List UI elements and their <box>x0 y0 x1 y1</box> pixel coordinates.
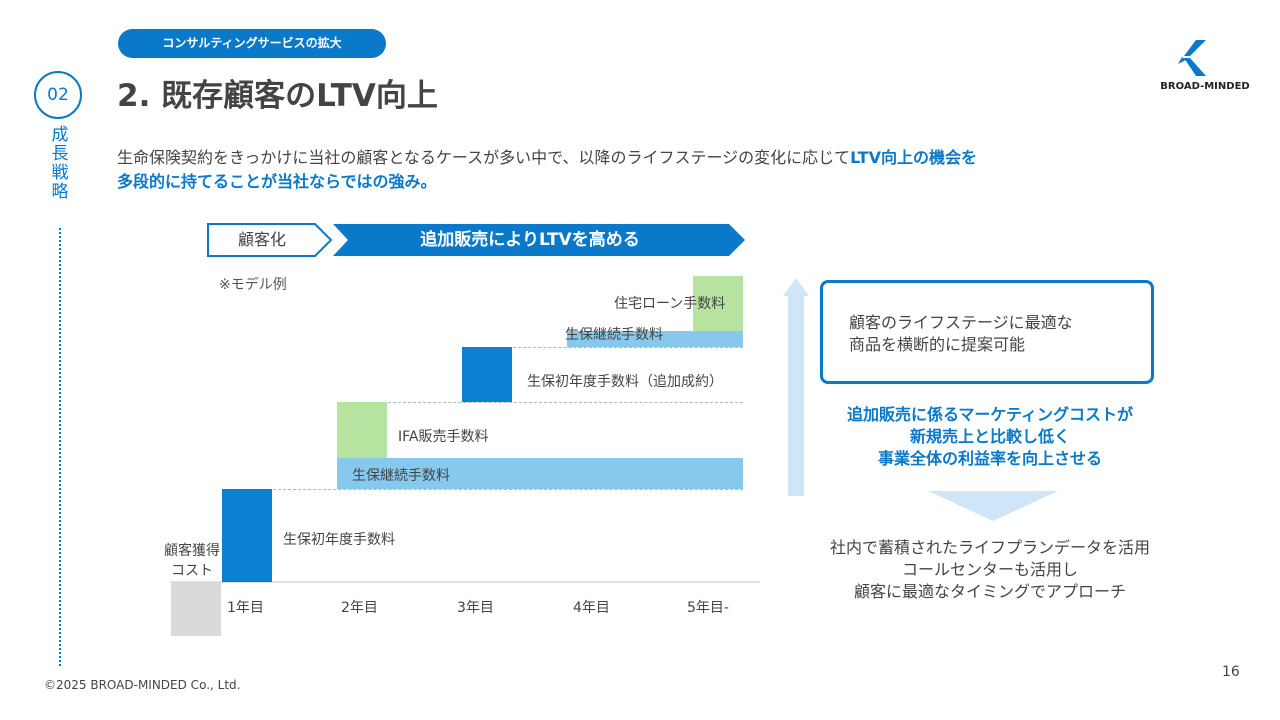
x-tick-year5: 5年目- <box>687 600 729 616</box>
down-triangle-icon <box>928 491 1058 521</box>
side-dotted-line <box>59 228 61 666</box>
approach-message: 社内で蓄積されたライフプランデータを活用 コールセンターも活用し 顧客に最適なタ… <box>790 537 1190 603</box>
section-number-badge: 02 <box>34 71 82 119</box>
y4-renewal-fee-bar <box>567 331 743 347</box>
lead-highlight-2: 多段的に持てることが当社ならではの強み。 <box>117 172 437 191</box>
copyright-text: ©2025 BROAD-MINDED Co., Ltd. <box>44 678 241 692</box>
x-tick-year1: 1年目 <box>227 600 264 616</box>
y2-ifa-fee-bar <box>337 402 387 458</box>
logo-text: BROAD-MINDED <box>1160 81 1250 92</box>
y1-guide-line <box>273 489 743 490</box>
y5-mortgage-fee-label: 住宅ローン手数料 <box>614 296 726 312</box>
x-tick-year4: 4年目 <box>573 600 610 616</box>
phase-customer-acquisition: 顧客化 <box>237 230 286 249</box>
y3-first-year-fee-label: 生保初年度手数料（追加成約） <box>527 374 723 390</box>
approach-message-line1: 社内で蓄積されたライフプランデータを活用 <box>829 538 1150 557</box>
proposal-box: 顧客のライフステージに最適な 商品を横断的に提案可能 <box>820 280 1154 384</box>
proposal-box-line2: 商品を横断的に提案可能 <box>849 335 1026 354</box>
page-title: 2. 既存顧客のLTV向上 <box>117 78 438 114</box>
lead-paragraph: 生命保険契約をきっかけに当社の顧客となるケースが多い中で、以降のライフステージの… <box>117 146 1147 194</box>
y3-first-year-fee-bar <box>462 347 512 402</box>
broad-minded-logo-icon <box>1178 40 1206 76</box>
y1-first-year-fee-label: 生保初年度手数料 <box>283 532 395 548</box>
side-section-label: 成長戦略 <box>51 125 69 202</box>
lead-text: 生命保険契約をきっかけに当社の顧客となるケースが多い中で、以降のライフステージの… <box>117 148 851 167</box>
phase-additional-sales: 追加販売によりLTVを高める <box>420 230 640 250</box>
y4-renewal-fee-label: 生保継続手数料 <box>565 327 663 343</box>
margin-message-line1: 追加販売に係るマーケティングコストが <box>846 405 1134 424</box>
proposal-box-line1: 顧客のライフステージに最適な <box>849 313 1073 332</box>
margin-message-line2: 新規売上と比較し低く <box>909 427 1070 446</box>
acquisition-cost-bar <box>171 582 221 636</box>
y1-first-year-fee-bar <box>222 489 272 582</box>
y2-renewal-fee-bar <box>337 458 743 489</box>
y2-renewal-fee-label: 生保継続手数料 <box>352 468 450 484</box>
lead-highlight-1: LTV向上の機会を <box>850 148 977 167</box>
margin-message-line3: 事業全体の利益率を向上させる <box>877 449 1102 468</box>
section-tag: コンサルティングサービスの拡大 <box>118 29 386 58</box>
y2-guide-line <box>388 402 743 403</box>
page-number: 16 <box>1222 664 1240 680</box>
approach-message-line3: 顧客に最適なタイミングでアプローチ <box>853 582 1126 601</box>
x-tick-year2: 2年目 <box>341 600 378 616</box>
y5-mortgage-fee-bar <box>693 276 743 331</box>
chart-baseline <box>170 581 760 583</box>
phase-header-arrows <box>207 223 745 257</box>
y3-guide-line <box>513 347 743 348</box>
up-arrow-icon <box>783 278 809 496</box>
approach-message-line2: コールセンターも活用し <box>901 560 1078 579</box>
x-tick-year3: 3年目 <box>457 600 494 616</box>
model-example-note: ※モデル例 <box>219 277 287 293</box>
acquisition-cost-label: 顧客獲得 コスト <box>164 543 220 579</box>
margin-message: 追加販売に係るマーケティングコストが 新規売上と比較し低く 事業全体の利益率を向… <box>800 404 1180 470</box>
y2-ifa-fee-label: IFA販売手数料 <box>398 429 489 445</box>
